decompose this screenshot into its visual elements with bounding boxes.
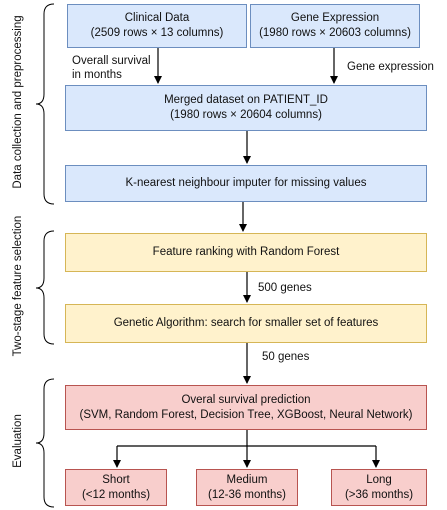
gene-title: Gene Expression [290, 12, 380, 24]
brace-collection [35, 3, 55, 205]
box-clinical-data: Clinical Data (2509 rows × 13 columns) [67, 4, 247, 48]
edge-label-500-genes: 500 genes [258, 282, 312, 294]
section-label-evaluation: Evaluation [12, 414, 24, 468]
edge-label-survival-line2: in months [72, 69, 122, 81]
short-sub: (<12 months) [81, 488, 151, 501]
knn-title: K-nearest neighbour imputer for missing … [125, 177, 367, 189]
medium-title: Medium [226, 473, 268, 486]
long-title: Long [366, 473, 392, 486]
merged-sub: (1980 rows × 20604 columns) [170, 109, 322, 121]
box-merged-dataset: Merged dataset on PATIENT_ID (1980 rows … [65, 85, 427, 131]
section-label-selection: Two-stage feature selection [12, 215, 24, 357]
merged-title: Merged dataset on PATIENT_ID [164, 94, 328, 106]
box-feature-ranking: Feature ranking with Random Forest [65, 233, 427, 272]
edge-label-survival-line1: Overall survival [72, 55, 151, 67]
box-survival-prediction: Overal survival prediction (SVM, Random … [65, 385, 427, 430]
rf-title: Feature ranking with Random Forest [152, 246, 340, 258]
section-label-collection: Data collection and preprocessing [12, 15, 24, 189]
edge-label-50-genes: 50 genes [262, 351, 310, 363]
box-long: Long (>36 months) [331, 469, 427, 506]
ga-title: Genetic Algorithm: search for smaller se… [113, 317, 379, 329]
box-gene-expression: Gene Expression (1980 rows × 20603 colum… [250, 4, 420, 48]
gene-sub: (1980 rows × 20603 columns) [259, 27, 411, 39]
clinical-title: Clinical Data [124, 12, 190, 24]
pred-sub: (SVM, Random Forest, Decision Tree, XGBo… [79, 408, 413, 421]
long-sub: (>36 months) [344, 488, 414, 501]
brace-evaluation [35, 378, 55, 508]
box-genetic-algorithm: Genetic Algorithm: search for smaller se… [65, 304, 427, 343]
pred-title: Overal survival prediction [181, 393, 311, 406]
edge-label-gene-expression: Gene expression [347, 61, 434, 73]
medium-sub: (12-36 months) [208, 488, 286, 501]
clinical-sub: (2509 rows × 13 columns) [90, 27, 224, 39]
box-knn-imputer: K-nearest neighbour imputer for missing … [65, 165, 427, 202]
edge-label-survival: Overall survival in months [72, 54, 151, 82]
brace-selection [35, 230, 55, 345]
short-title: Short [102, 473, 130, 486]
box-short: Short (<12 months) [65, 469, 167, 506]
box-medium: Medium (12-36 months) [196, 469, 298, 506]
